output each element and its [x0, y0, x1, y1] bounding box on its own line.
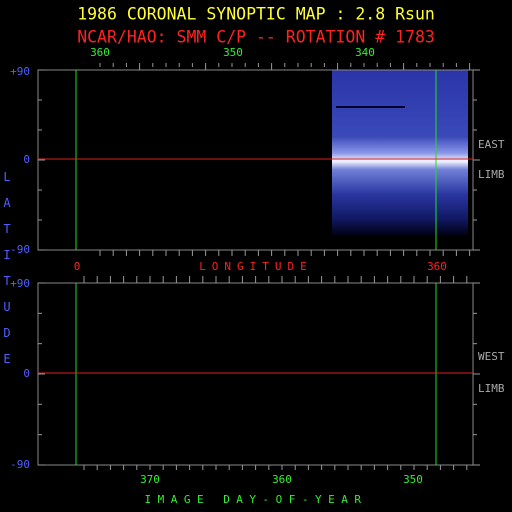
equators	[38, 158, 473, 374]
side-label: LIMB	[478, 168, 505, 181]
lat-label: +90	[10, 277, 30, 290]
top-label: 360	[90, 46, 110, 59]
title: 1986 CORONAL SYNOPTIC MAP : 2.8 Rsun	[77, 5, 435, 24]
latitude-label: LATITUDE	[0, 170, 14, 378]
subtitle: NCAR/HAO: SMM C/P -- ROTATION # 1783	[77, 28, 435, 47]
lon-label: 360	[427, 260, 447, 273]
doy-title: IMAGE DAY-OF-YEAR	[144, 493, 367, 506]
lat-label: 0	[23, 367, 30, 380]
side-label: WEST	[478, 350, 505, 363]
lon-title: LONGITUDE	[199, 260, 313, 273]
coronal-image	[332, 70, 468, 236]
lower-frame	[37, 282, 474, 466]
ticks	[38, 63, 480, 470]
top-label: 340	[355, 46, 375, 59]
lat-label: -90	[10, 458, 30, 471]
lat-label: -90	[10, 243, 30, 256]
doy-label: 360	[272, 473, 292, 486]
lat-label: +90	[10, 65, 30, 78]
meridians	[75, 70, 437, 465]
lat-label: 0	[23, 153, 30, 166]
side-label: LIMB	[478, 382, 505, 395]
lon-label: 0	[74, 260, 81, 273]
side-label: EAST	[478, 138, 505, 151]
doy-label: 370	[140, 473, 160, 486]
top-label: 350	[223, 46, 243, 59]
doy-label: 350	[403, 473, 423, 486]
